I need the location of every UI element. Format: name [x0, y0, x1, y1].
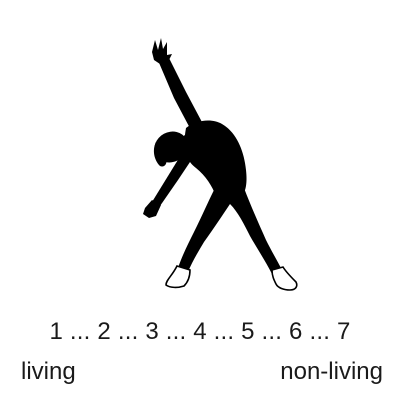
stretching-person-silhouette: [143, 38, 298, 291]
scale-left-label: living: [21, 358, 76, 385]
scale-point-1: 1: [49, 318, 64, 345]
scale-separator: ...: [254, 318, 290, 345]
silhouette-body: [143, 38, 282, 274]
scale-separator: ...: [63, 318, 98, 345]
silhouette-figure: [143, 38, 298, 291]
scale-separator: ...: [110, 318, 146, 345]
scale-separator: ...: [158, 318, 194, 345]
scale-point-7: 7: [336, 318, 351, 345]
right-shoe: [271, 266, 298, 291]
shoes: [165, 265, 298, 291]
rating-scale: 1 ... 2 ... 3 ... 4 ... 5 ... 6 ... 7: [0, 318, 400, 346]
scale-point-3: 3: [145, 318, 159, 345]
scale-right-label: non-living: [280, 358, 383, 385]
scale-point-5: 5: [241, 318, 255, 345]
scale-point-2: 2: [97, 318, 111, 345]
scale-point-4: 4: [193, 318, 207, 345]
scale-separator: ...: [302, 318, 337, 345]
scale-point-6: 6: [289, 318, 303, 345]
scale-separator: ...: [206, 318, 242, 345]
left-shoe: [165, 265, 191, 289]
